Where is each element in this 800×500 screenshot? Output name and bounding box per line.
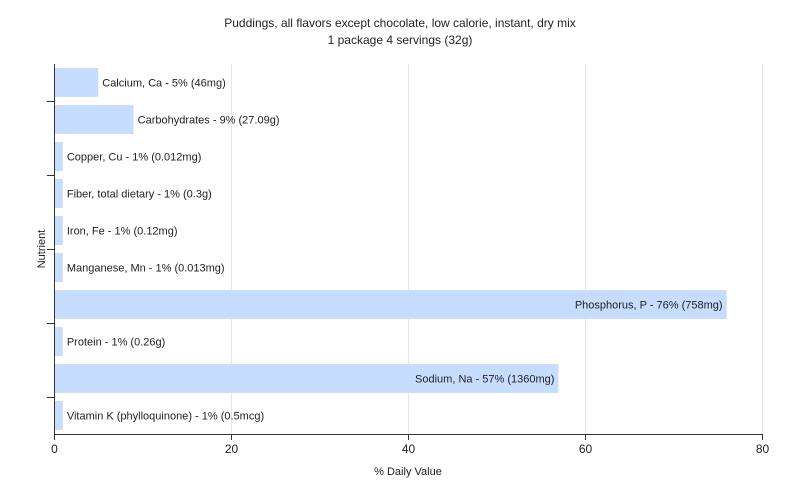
bar	[54, 179, 63, 208]
x-tick-label: 20	[225, 442, 239, 456]
bar-label: Copper, Cu - 1% (0.012mg)	[67, 152, 202, 164]
bar	[54, 68, 99, 97]
bar-label: Calcium, Ca - 5% (46mg)	[102, 78, 225, 90]
bar	[54, 364, 559, 393]
bar	[54, 216, 63, 245]
bar-label: Fiber, total dietary - 1% (0.3g)	[67, 189, 212, 201]
bar-label: Iron, Fe - 1% (0.12mg)	[67, 226, 178, 238]
bar	[54, 142, 63, 171]
x-axis-label: % Daily Value	[374, 466, 442, 478]
bar-label: Protein - 1% (0.26g)	[67, 337, 165, 349]
x-tick-label: 60	[579, 442, 593, 456]
chart-title: Puddings, all flavors except chocolate, …	[224, 16, 576, 30]
x-tick-label: 80	[756, 442, 770, 456]
bar	[54, 327, 63, 356]
bar-label: Carbohydrates - 9% (27.09g)	[138, 115, 280, 127]
bar-label: Manganese, Mn - 1% (0.013mg)	[67, 263, 225, 275]
bar-label: Phosphorus, P - 76% (758mg)	[575, 300, 723, 312]
bar	[54, 105, 134, 134]
y-axis-label: Nutrient	[36, 229, 48, 269]
bar-label: Vitamin K (phylloquinone) - 1% (0.5mcg)	[67, 411, 264, 423]
bar-label: Sodium, Na - 57% (1360mg)	[415, 374, 554, 386]
bar	[54, 253, 63, 282]
bar	[54, 401, 63, 430]
x-tick-label: 40	[402, 442, 416, 456]
chart-subtitle: 1 package 4 servings (32g)	[327, 33, 473, 47]
x-tick-label: 0	[51, 442, 58, 456]
bar	[54, 290, 727, 319]
